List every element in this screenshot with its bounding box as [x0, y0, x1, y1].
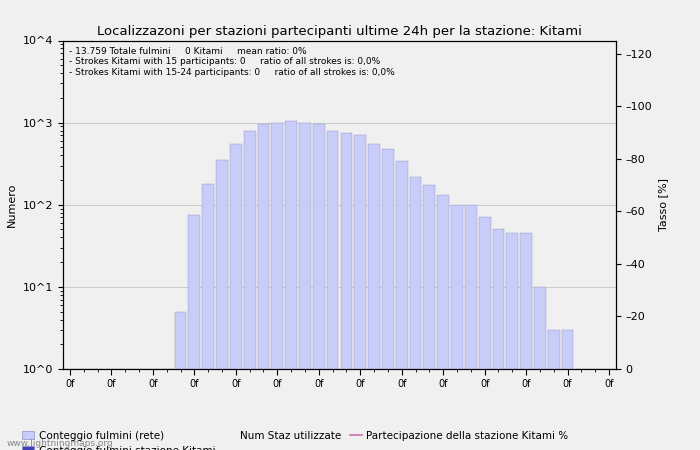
Y-axis label: Tasso [%]: Tasso [%] — [658, 178, 668, 231]
Legend: Conteggio fulmini (rete), Conteggio fulmini stazione Kitami, Num Staz utilizzate: Conteggio fulmini (rete), Conteggio fulm… — [22, 431, 568, 450]
Bar — [548, 330, 560, 450]
Bar — [272, 122, 284, 450]
Bar — [589, 369, 601, 450]
Bar — [479, 217, 491, 450]
Text: www.lightningmaps.org: www.lightningmaps.org — [7, 439, 113, 448]
Bar — [188, 215, 200, 450]
Bar — [340, 133, 352, 450]
Bar — [64, 369, 76, 450]
Bar — [603, 369, 615, 450]
Bar — [368, 144, 380, 450]
Bar — [354, 135, 366, 450]
Bar — [299, 122, 311, 450]
Bar — [493, 230, 505, 450]
Bar — [382, 149, 394, 450]
Bar — [161, 369, 173, 450]
Bar — [106, 369, 118, 450]
Bar — [327, 130, 339, 450]
Bar — [395, 161, 407, 450]
Bar — [244, 130, 256, 450]
Bar — [561, 330, 573, 450]
Bar — [202, 184, 214, 450]
Text: - 13.759 Totale fulmini     0 Kitami     mean ratio: 0%
- Strokes Kitami with 15: - 13.759 Totale fulmini 0 Kitami mean ra… — [69, 47, 394, 77]
Bar — [506, 233, 518, 450]
Bar — [285, 121, 297, 450]
Bar — [465, 205, 477, 450]
Bar — [133, 369, 145, 450]
Bar — [92, 369, 104, 450]
Title: Localizzazoni per stazioni partecipanti ultime 24h per la stazione: Kitami: Localizzazoni per stazioni partecipanti … — [97, 25, 582, 38]
Bar — [216, 160, 228, 450]
Y-axis label: Numero: Numero — [7, 183, 18, 227]
Bar — [313, 125, 325, 450]
Bar — [258, 125, 270, 450]
Bar — [424, 185, 435, 450]
Bar — [575, 369, 587, 450]
Bar — [174, 311, 186, 450]
Bar — [438, 195, 449, 450]
Bar — [78, 369, 90, 450]
Bar — [147, 369, 159, 450]
Bar — [534, 287, 546, 450]
Bar — [520, 233, 532, 450]
Bar — [410, 177, 421, 450]
Bar — [230, 144, 242, 450]
Bar — [119, 369, 131, 450]
Bar — [451, 205, 463, 450]
